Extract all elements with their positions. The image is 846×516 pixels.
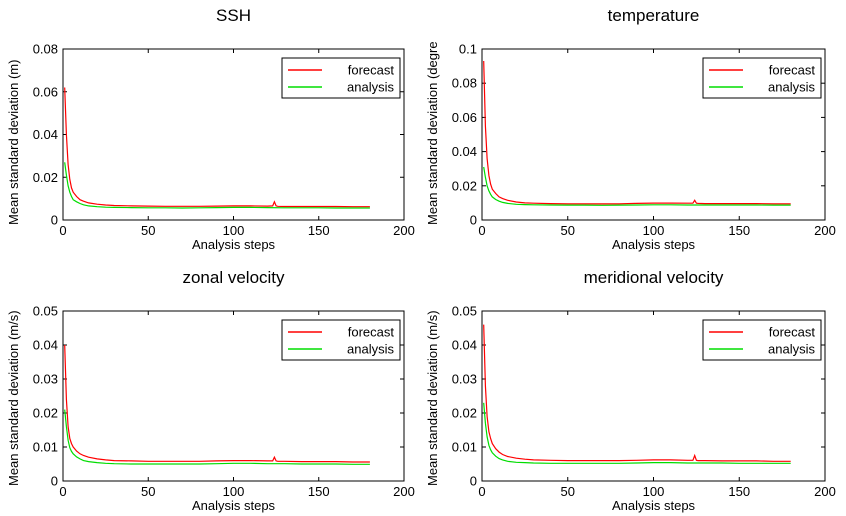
y-tick-label: 0.02 — [452, 406, 477, 421]
y-tick-label: 0.01 — [33, 440, 58, 455]
x-tick-label: 0 — [478, 223, 485, 238]
series-line-forecast — [483, 324, 791, 462]
series-line-analysis — [483, 166, 791, 206]
chart-panel-1: 0 50 100 150 200 0 0.02 0.04 0.06 0.08 SSH Analysis… — [6, 6, 415, 252]
x-tick-label: 200 — [814, 484, 836, 499]
x-tick-label: 50 — [561, 484, 575, 499]
legend-box — [702, 319, 822, 361]
x-tick-label: 100 — [223, 484, 245, 499]
x-tick-label: 150 — [728, 223, 750, 238]
y-tick-label: 0.05 — [33, 304, 58, 319]
y-tick-label: 0.02 — [452, 178, 477, 193]
legend: forecast analysis — [281, 57, 401, 99]
y-tick-label: 0.06 — [33, 84, 58, 99]
legend-label-forecast: forecast — [348, 325, 395, 340]
y-tick-label: 0.04 — [452, 338, 477, 353]
legend-label-forecast: forecast — [348, 63, 395, 78]
x-tick-label: 50 — [141, 223, 155, 238]
y-tick-label: 0.08 — [33, 42, 58, 57]
chart-title: zonal velocity — [182, 268, 285, 287]
x-tick-label: 50 — [141, 484, 155, 499]
chart-title: SSH — [216, 6, 251, 25]
legend-label-analysis: analysis — [347, 342, 394, 357]
legend-box — [281, 319, 401, 361]
y-tick-label: 0 — [470, 213, 477, 228]
chart-title: temperature — [608, 6, 700, 25]
legend-box — [281, 57, 401, 99]
legend: forecast analysis — [702, 57, 822, 99]
legend-label-analysis: analysis — [768, 80, 815, 95]
y-axis-label: Mean standard deviation (m) — [6, 60, 21, 225]
y-tick-label: 0.04 — [33, 338, 58, 353]
series-line-analysis — [64, 409, 370, 465]
x-tick-label: 200 — [393, 223, 415, 238]
y-tick-label: 0.06 — [452, 110, 477, 125]
x-tick-label: 50 — [561, 223, 575, 238]
chart-panel-3: 0 50 100 150 200 0 0.01 0.02 0.03 0.04 0.05 zonal v… — [6, 268, 415, 513]
y-tick-label: 0.01 — [452, 440, 477, 455]
x-tick-label: 150 — [308, 484, 330, 499]
x-tick-label: 0 — [59, 484, 66, 499]
y-tick-label: 0.1 — [459, 42, 477, 57]
y-tick-label: 0.02 — [33, 170, 58, 185]
x-tick-label: 100 — [643, 223, 665, 238]
legend-label-forecast: forecast — [769, 63, 816, 78]
y-tick-label: 0.02 — [33, 406, 58, 421]
x-tick-label: 200 — [814, 223, 836, 238]
series-line-analysis — [483, 402, 791, 464]
x-tick-label: 150 — [728, 484, 750, 499]
x-tick-label: 150 — [308, 223, 330, 238]
legend: forecast analysis — [702, 319, 822, 361]
y-tick-label: 0.03 — [452, 372, 477, 387]
y-tick-label: 0.05 — [452, 304, 477, 319]
y-tick-label: 0.08 — [452, 76, 477, 91]
chart-title: meridional velocity — [584, 268, 724, 287]
y-tick-label: 0.04 — [452, 144, 477, 159]
y-axis-label: Mean standard deviation (m/s) — [6, 310, 21, 486]
y-tick-label: 0.03 — [33, 372, 58, 387]
y-axis-label: Mean standard deviation (m/s) — [425, 310, 440, 486]
legend-label-analysis: analysis — [768, 342, 815, 357]
y-tick-label: 0 — [51, 474, 58, 489]
series-line-forecast — [64, 344, 370, 463]
chart-panel-2: 0 50 100 150 200 0 0.02 0.04 0.06 0.08 0.1 temperat… — [425, 6, 836, 252]
legend-label-analysis: analysis — [347, 80, 394, 95]
x-axis-label: Analysis steps — [612, 237, 696, 252]
x-axis-label: Analysis steps — [192, 237, 276, 252]
x-axis-label: Analysis steps — [612, 498, 696, 513]
x-tick-label: 100 — [643, 484, 665, 499]
legend-box — [702, 57, 822, 99]
x-tick-label: 0 — [478, 484, 485, 499]
series-line-forecast — [483, 60, 791, 205]
y-tick-label: 0 — [470, 474, 477, 489]
x-axis-label: Analysis steps — [192, 498, 276, 513]
y-tick-label: 0.04 — [33, 127, 58, 142]
y-axis-label: Mean standard deviation (degre — [425, 41, 440, 225]
chart-panel-4: 0 50 100 150 200 0 0.01 0.02 0.03 0.04 0.05 meridio… — [425, 268, 836, 513]
legend-label-forecast: forecast — [769, 325, 816, 340]
series-line-analysis — [64, 162, 370, 209]
y-tick-label: 0 — [51, 213, 58, 228]
x-tick-label: 0 — [59, 223, 66, 238]
legend: forecast analysis — [281, 319, 401, 361]
x-tick-label: 100 — [223, 223, 245, 238]
series-line-forecast — [64, 87, 370, 208]
x-tick-label: 200 — [393, 484, 415, 499]
